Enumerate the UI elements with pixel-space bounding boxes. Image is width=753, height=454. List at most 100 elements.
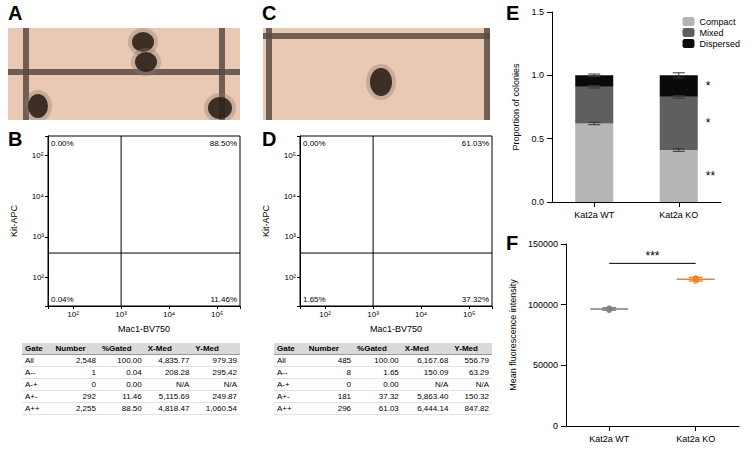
html-text:1.65: 1.65 [383, 368, 399, 377]
svg-text:61.03%: 61.03% [462, 139, 489, 148]
html-text:1,060.54: 1,060.54 [205, 404, 237, 413]
html-text:Gate: Gate [277, 344, 295, 353]
svg-text:*: * [706, 116, 711, 130]
html-text:88.50: 88.50 [121, 404, 142, 413]
svg-text:Compact: Compact [699, 17, 736, 27]
svg-text:10³: 10³ [284, 232, 296, 241]
html-text:N/A: N/A [176, 380, 190, 389]
svg-text:Kat2a WT: Kat2a WT [589, 434, 630, 444]
html-text:979.39: 979.39 [212, 356, 237, 365]
html-text:4,835.77: 4,835.77 [158, 356, 190, 365]
svg-text:Proportion of colonies: Proportion of colonies [511, 63, 521, 151]
svg-text:*: * [706, 79, 711, 93]
html-text:556.79: 556.79 [464, 356, 489, 365]
svg-text:0.0: 0.0 [531, 197, 544, 207]
svg-text:***: *** [645, 249, 659, 263]
html-text:%Gated: %Gated [357, 344, 387, 353]
svg-text:Mixed: Mixed [699, 28, 723, 38]
svg-text:10⁴: 10⁴ [415, 310, 428, 319]
svg-text:10⁴: 10⁴ [163, 310, 176, 319]
svg-text:10²: 10² [32, 273, 44, 282]
svg-text:Kat2a WT: Kat2a WT [574, 210, 615, 220]
svg-text:0.04%: 0.04% [51, 295, 74, 304]
svg-text:10³: 10³ [32, 232, 44, 241]
svg-text:37.32%: 37.32% [462, 295, 489, 304]
svg-text:10²: 10² [319, 310, 331, 319]
html-text:2,548: 2,548 [75, 356, 96, 365]
html-text:0.00: 0.00 [383, 380, 399, 389]
html-text:11.46: 11.46 [122, 392, 142, 401]
html-text:100.00: 100.00 [117, 356, 142, 365]
html-text:A+-: A+- [25, 392, 38, 401]
html-text:5,115.69: 5,115.69 [158, 392, 190, 401]
html-text:A--: A-- [277, 368, 288, 377]
svg-text:**: ** [706, 169, 716, 183]
svg-text:10³: 10³ [115, 310, 127, 319]
svg-text:10³: 10³ [367, 310, 379, 319]
html-text:0.04: 0.04 [126, 368, 142, 377]
svg-text:Kat2a KO: Kat2a KO [676, 434, 715, 444]
svg-text:150000: 150000 [528, 239, 558, 249]
svg-text:Mean fluorescence intensity: Mean fluorescence intensity [508, 279, 518, 391]
html-text:485: 485 [337, 356, 352, 365]
html-text:292: 292 [82, 392, 96, 401]
html-text:100.00: 100.00 [374, 356, 399, 365]
html-text:A-+: A-+ [25, 380, 38, 389]
svg-text:0.00%: 0.00% [51, 139, 74, 148]
svg-text:10²: 10² [284, 273, 296, 282]
html-text:D: D [262, 128, 277, 150]
svg-text:88.50%: 88.50% [210, 139, 237, 148]
html-text:N/A: N/A [223, 380, 237, 389]
html-text:%Gated: %Gated [101, 344, 132, 353]
html-text:Y-Med: Y-Med [454, 344, 478, 353]
html-text:4,818.47: 4,818.47 [158, 404, 190, 413]
html-text:N/A: N/A [435, 380, 449, 389]
html-text:All: All [277, 356, 286, 365]
html-text:Number: Number [308, 344, 339, 353]
html-text:6,167.68: 6,167.68 [417, 356, 449, 365]
html-text:A-+: A-+ [277, 380, 290, 389]
svg-text:1.0: 1.0 [531, 70, 544, 80]
html-text:A++: A++ [25, 404, 40, 413]
svg-text:10⁵: 10⁵ [284, 151, 296, 160]
svg-text:50000: 50000 [533, 360, 558, 370]
svg-text:10⁴: 10⁴ [284, 192, 297, 201]
html-text:2,255: 2,255 [75, 404, 96, 413]
html-text:E: E [506, 2, 520, 24]
svg-text:0: 0 [553, 421, 558, 431]
svg-text:10²: 10² [67, 310, 79, 319]
html-text:F: F [506, 232, 519, 254]
svg-text:1.65%: 1.65% [303, 295, 326, 304]
html-text:Y-Med: Y-Med [195, 344, 219, 353]
html-text:X-Med: X-Med [404, 344, 429, 353]
html-text:295.42: 295.42 [212, 368, 237, 377]
svg-text:Mac1-BV750: Mac1-BV750 [118, 324, 170, 334]
svg-text:Kit-APC: Kit-APC [9, 205, 19, 238]
html-text:249.87: 249.87 [212, 392, 237, 401]
svg-text:1.5: 1.5 [531, 7, 544, 17]
svg-text:Kat2a KO: Kat2a KO [659, 210, 698, 220]
svg-text:Mac1-BV750: Mac1-BV750 [370, 324, 422, 334]
html-text:X-Med: X-Med [147, 344, 172, 353]
html-text:0.00: 0.00 [126, 380, 142, 389]
svg-text:Dispersed: Dispersed [699, 39, 740, 49]
svg-text:100000: 100000 [528, 300, 558, 310]
svg-text:10⁵: 10⁵ [32, 151, 44, 160]
html-text:B: B [8, 128, 23, 150]
html-text:A: A [8, 2, 23, 24]
html-text:Number: Number [55, 344, 86, 353]
svg-text:10⁵: 10⁵ [463, 310, 475, 319]
svg-text:0.5: 0.5 [531, 134, 544, 144]
html-text:All: All [25, 356, 34, 365]
html-text:150.09: 150.09 [423, 368, 449, 377]
html-text:63.29: 63.29 [469, 368, 489, 377]
html-text:C: C [262, 2, 277, 24]
svg-text:11.46%: 11.46% [210, 295, 237, 304]
svg-text:0.00%: 0.00% [303, 139, 326, 148]
svg-text:10⁵: 10⁵ [211, 310, 223, 319]
svg-text:10⁴: 10⁴ [32, 192, 45, 201]
svg-text:Kit-APC: Kit-APC [261, 205, 271, 238]
html-text:208.28: 208.28 [164, 368, 190, 377]
html-text:A--: A-- [25, 368, 36, 377]
html-text:Gate: Gate [25, 344, 43, 353]
